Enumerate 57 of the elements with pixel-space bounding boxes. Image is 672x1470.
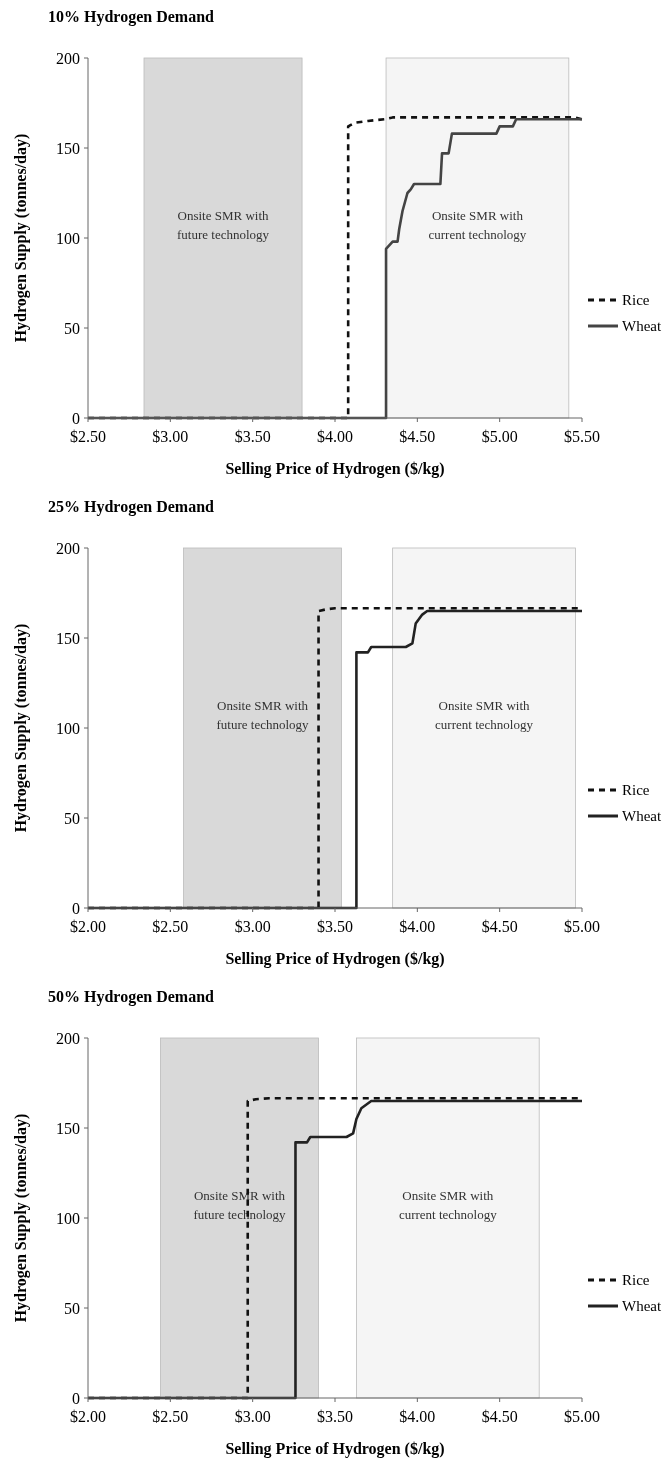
y-tick-label: 0 xyxy=(72,1389,80,1407)
x-tick-label: $3.50 xyxy=(317,918,353,935)
y-tick-label: 0 xyxy=(72,409,80,427)
x-tick-label: $4.00 xyxy=(399,1408,436,1425)
band-label: Onsite SMR with current technology xyxy=(435,698,534,732)
y-tick-label: 200 xyxy=(56,49,80,67)
chart-title: 25% Hydrogen Demand xyxy=(48,498,215,516)
band-label: Onsite SMR with current technology xyxy=(428,208,527,242)
y-tick-label: 150 xyxy=(56,139,80,157)
legend-label: Rice xyxy=(622,292,650,309)
x-tick-label: $2.50 xyxy=(70,428,106,445)
band-label: Onsite SMR with current technology xyxy=(398,1188,498,1222)
x-tick-label: $4.50 xyxy=(481,1408,518,1425)
legend-label: Wheat xyxy=(622,1298,662,1315)
x-tick-label: $3.00 xyxy=(234,1408,271,1425)
legend-label: Rice xyxy=(622,1272,650,1289)
x-tick-label: $4.00 xyxy=(317,428,353,445)
legend-label: Wheat xyxy=(622,318,662,335)
y-tick-label: 50 xyxy=(64,319,80,337)
x-tick-label: $4.50 xyxy=(399,428,436,445)
band-label: Onsite SMR with future technology xyxy=(177,208,270,242)
x-tick-label: $5.50 xyxy=(564,428,600,445)
x-tick-label: $2.50 xyxy=(152,1408,189,1425)
x-tick-label: $2.50 xyxy=(152,918,189,935)
y-tick-label: 100 xyxy=(56,1209,80,1227)
y-tick-label: 0 xyxy=(72,899,80,917)
x-axis-title: Selling Price of Hydrogen ($/kg) xyxy=(225,950,445,968)
x-tick-label: $3.50 xyxy=(317,1408,353,1425)
x-tick-label: $5.00 xyxy=(481,428,518,445)
legend-label: Rice xyxy=(622,782,650,799)
y-tick-label: 200 xyxy=(56,1029,80,1047)
chart-title: 10% Hydrogen Demand xyxy=(48,8,215,26)
y-axis-title: Hydrogen Supply (tonnes/day) xyxy=(12,133,30,343)
x-axis-title: Selling Price of Hydrogen ($/kg) xyxy=(225,1440,445,1458)
x-tick-label: $3.00 xyxy=(152,428,189,445)
y-tick-label: 150 xyxy=(56,629,80,647)
y-tick-label: 100 xyxy=(56,229,80,247)
x-tick-label: $5.00 xyxy=(564,918,600,935)
y-tick-label: 100 xyxy=(56,719,80,737)
band-label: Onsite SMR with future technology xyxy=(193,1188,287,1222)
x-tick-label: $3.50 xyxy=(234,428,271,445)
y-tick-label: 150 xyxy=(56,1119,80,1137)
x-tick-label: $3.00 xyxy=(234,918,271,935)
x-axis-title: Selling Price of Hydrogen ($/kg) xyxy=(225,460,445,478)
chart-title: 50% Hydrogen Demand xyxy=(48,988,215,1006)
y-tick-label: 200 xyxy=(56,539,80,557)
x-tick-label: $2.00 xyxy=(70,1408,106,1425)
legend-label: Wheat xyxy=(622,808,662,825)
band-label: Onsite SMR with future technology xyxy=(216,698,310,732)
y-tick-label: 50 xyxy=(64,1299,80,1317)
y-axis-title: Hydrogen Supply (tonnes/day) xyxy=(12,1113,30,1323)
y-axis-title: Hydrogen Supply (tonnes/day) xyxy=(12,623,30,833)
x-tick-label: $4.50 xyxy=(481,918,518,935)
y-tick-label: 50 xyxy=(64,809,80,827)
x-tick-label: $2.00 xyxy=(70,918,106,935)
x-tick-label: $4.00 xyxy=(399,918,436,935)
x-tick-label: $5.00 xyxy=(564,1408,600,1425)
